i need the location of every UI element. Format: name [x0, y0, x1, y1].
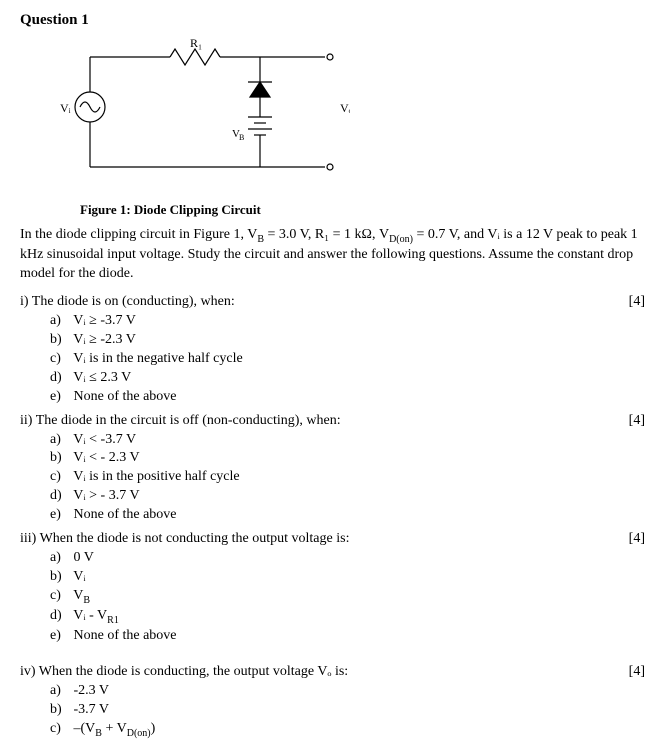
option-item: c) VB [50, 587, 645, 607]
option-item: c) Vᵢ is in the negative half cycle [50, 350, 645, 369]
option-item: b) Vᵢ [50, 568, 645, 587]
figure-caption: Figure 1: Diode Clipping Circuit [80, 202, 645, 218]
svg-text:B: B [239, 133, 244, 142]
sub-question: ii) The diode in the circuit is off (non… [20, 413, 645, 525]
sub-question: iv) When the diode is conducting, the ou… [20, 664, 645, 740]
sub-question: iii) When the diode is not conducting th… [20, 531, 645, 646]
option-item: b) -3.7 V [50, 701, 645, 720]
option-item: d) Vᵢ > - 3.7 V [50, 487, 645, 506]
option-item: a) Vᵢ ≥ -3.7 V [50, 312, 645, 331]
option-item: a) 0 V [50, 549, 645, 568]
option-item: e) None of the above [50, 506, 645, 525]
sub-question-text: ii) The diode in the circuit is off (non… [20, 413, 341, 429]
marks-label: [4] [629, 531, 645, 547]
options-list: a) 0 Vb) Vᵢc) VBd) Vᵢ - VR1e) None of th… [50, 549, 645, 646]
svg-text:R₁: R₁ [190, 37, 202, 50]
options-list: a) -2.3 Vb) -3.7 Vc) –(VB + VD(on)) [50, 682, 645, 740]
option-item: c) Vᵢ is in the positive half cycle [50, 468, 645, 487]
sub-question-text: iv) When the diode is conducting, the ou… [20, 664, 348, 680]
svg-text:Vᵢ: Vᵢ [60, 101, 71, 115]
option-item: e) None of the above [50, 388, 645, 407]
option-item: a) -2.3 V [50, 682, 645, 701]
options-list: a) Vᵢ < -3.7 Vb) Vᵢ < - 2.3 Vc) Vᵢ is in… [50, 431, 645, 525]
option-item: a) Vᵢ < -3.7 V [50, 431, 645, 450]
circuit-figure: R₁ Vᵢ V B Vₒ [50, 37, 645, 192]
option-item: d) Vᵢ - VR1 [50, 607, 645, 627]
sub-questions: i) The diode is on (conducting), when: [4… [20, 294, 645, 740]
option-item: b) Vᵢ < - 2.3 V [50, 449, 645, 468]
option-item: c) –(VB + VD(on)) [50, 720, 645, 740]
marks-label: [4] [629, 413, 645, 429]
sub-question-text: iii) When the diode is not conducting th… [20, 531, 349, 547]
sub-question-header: ii) The diode in the circuit is off (non… [20, 413, 645, 429]
marks-label: [4] [629, 294, 645, 310]
marks-label: [4] [629, 664, 645, 680]
sub-question-header: iv) When the diode is conducting, the ou… [20, 664, 645, 680]
svg-text:Vₒ: Vₒ [340, 101, 350, 115]
option-item: b) Vᵢ ≥ -2.3 V [50, 331, 645, 350]
sub-question-header: i) The diode is on (conducting), when: [4… [20, 294, 645, 310]
option-item: d) Vᵢ ≤ 2.3 V [50, 369, 645, 388]
sub-question-header: iii) When the diode is not conducting th… [20, 531, 645, 547]
sub-question: i) The diode is on (conducting), when: [4… [20, 294, 645, 406]
options-list: a) Vᵢ ≥ -3.7 Vb) Vᵢ ≥ -2.3 Vc) Vᵢ is in … [50, 312, 645, 406]
sub-question-text: i) The diode is on (conducting), when: [20, 294, 235, 310]
question-title: Question 1 [20, 12, 645, 29]
option-item: e) None of the above [50, 627, 645, 646]
question-intro: In the diode clipping circuit in Figure … [20, 226, 645, 284]
